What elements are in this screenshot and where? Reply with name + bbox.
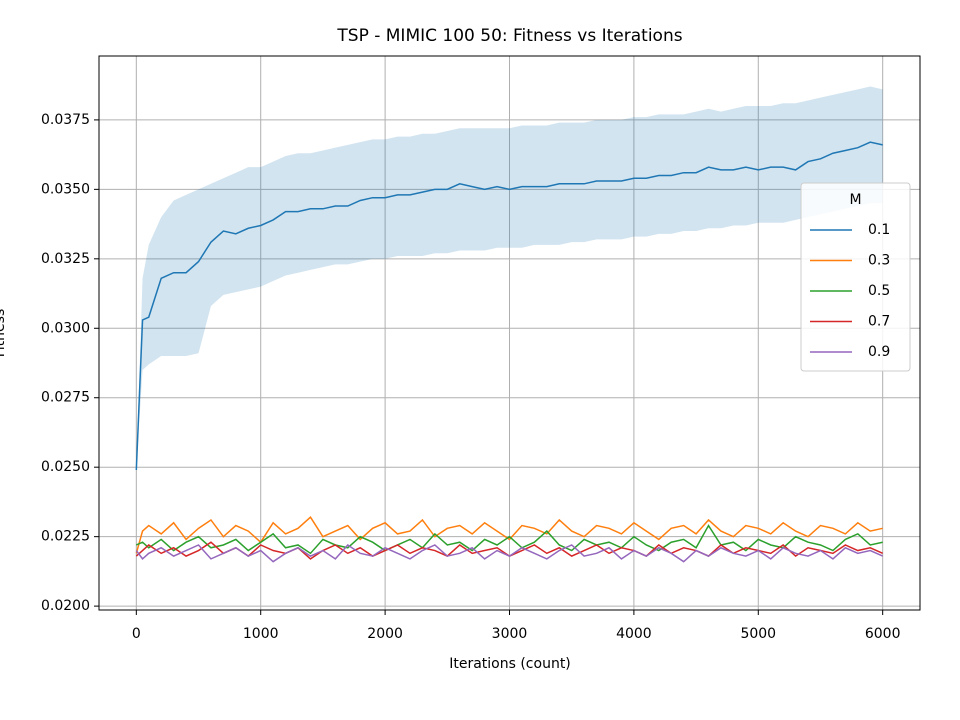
line [135,541,883,560]
x-tick-label: 5000 [740,626,776,642]
x-tick-label: 1000 [243,626,279,642]
legend-label: 0.7 [868,314,890,330]
line [136,524,883,555]
chart-title: TSP - MIMIC 100 50: Fitness vs Iteration… [336,26,682,46]
y-tick-label: 0.0375 [41,112,90,128]
x-axis-label: Iterations (count) [449,656,571,672]
x-tick-label: 2000 [367,626,403,642]
line [135,516,883,554]
x-tick-label: 3000 [492,626,528,642]
legend-label: 0.1 [868,222,890,238]
legend-label: 0.3 [868,253,890,269]
y-tick-label: 0.0200 [41,598,90,614]
legend-title: M [849,192,861,208]
confidence-band [136,86,883,470]
x-tick-label: 6000 [865,626,901,642]
line [135,544,883,563]
y-tick-label: 0.0225 [41,529,90,545]
legend: M 0.1 0.3 0.5 0.7 0.9 [800,182,911,372]
legend-label: 0.9 [868,344,890,360]
line [135,141,883,471]
plot-frame [98,55,921,611]
legend-label: 0.5 [868,283,890,299]
y-tick-label: 0.0300 [41,320,90,336]
y-tick-label: 0.0325 [41,251,90,267]
x-tick-label: 0 [132,626,141,642]
y-tick-label: 0.0250 [41,459,90,475]
y-tick-label: 0.0275 [41,390,90,406]
legend-box [800,182,911,372]
x-tick-label: 4000 [616,626,652,642]
y-axis-label: Fitness [0,309,8,358]
y-tick-label: 0.0350 [41,181,90,197]
